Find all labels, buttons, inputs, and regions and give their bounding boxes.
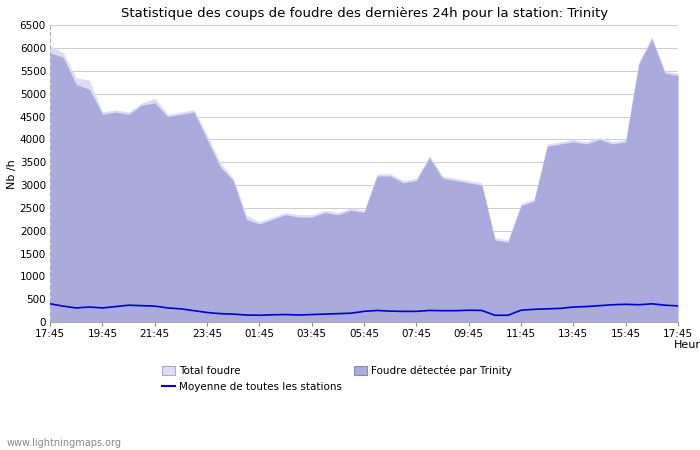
Title: Statistique des coups de foudre des dernières 24h pour la station: Trinity: Statistique des coups de foudre des dern…: [120, 7, 608, 20]
Y-axis label: Nb /h: Nb /h: [7, 159, 17, 189]
Legend: Total foudre, Moyenne de toutes les stations, Foudre détectée par Trinity: Total foudre, Moyenne de toutes les stat…: [162, 366, 512, 392]
Text: www.lightningmaps.org: www.lightningmaps.org: [7, 438, 122, 448]
X-axis label: Heure: Heure: [673, 340, 700, 350]
